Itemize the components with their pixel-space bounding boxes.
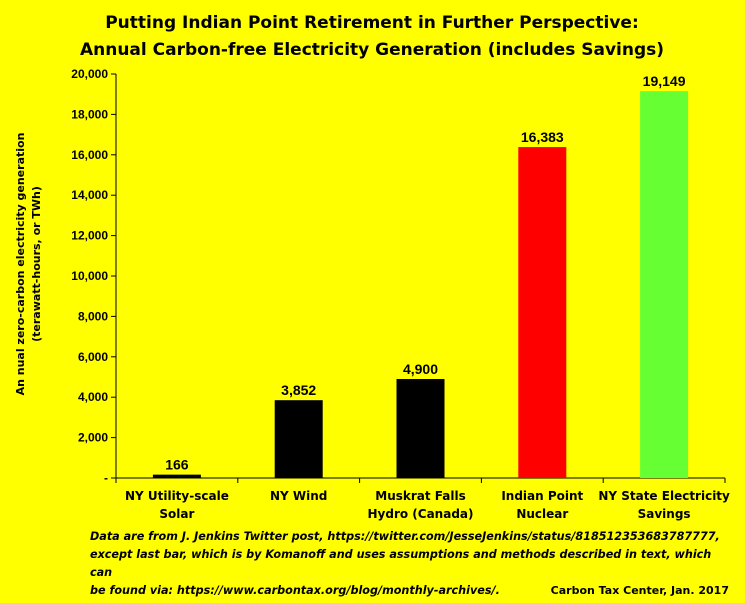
y-tick-label: 8,000 (78, 309, 108, 323)
y-tick-label: 18,000 (71, 107, 108, 121)
category-label: NY Wind (270, 489, 327, 503)
data-label: 3,852 (281, 382, 316, 398)
bar (274, 400, 323, 478)
y-tick-label: 20,000 (71, 67, 108, 81)
source-note: Data are from J. Jenkins Twitter post, h… (90, 528, 730, 600)
category-label: Hydro (Canada) (368, 507, 474, 521)
y-axis-ticks: - 2,000 4,000 6,000 8,000 10,000 12,000 14,000 1… (71, 67, 116, 485)
y-tick-label: 14,000 (71, 188, 108, 202)
y-tick-label: 12,000 (71, 229, 108, 243)
y-axis-title: An nual zero-carbon electricity generati… (14, 133, 43, 396)
y-tick-label: 4,000 (78, 390, 108, 404)
data-label: 19,149 (643, 73, 686, 89)
credit-text: Carbon Tax Center, Jan. 2017 (550, 584, 729, 597)
category-label: NY State Electricity (598, 489, 730, 503)
chart-title-line-2: Annual Carbon-free Electricity Generatio… (80, 40, 664, 60)
data-label: 4,900 (403, 361, 438, 377)
bar (640, 91, 689, 479)
category-label: Nuclear (516, 507, 568, 521)
category-label: Muskrat Falls (375, 489, 466, 503)
bar (152, 474, 201, 478)
y-tick-label: 10,000 (71, 269, 108, 283)
source-note-line-2: except last bar, which is by Komanoff an… (90, 548, 712, 579)
y-tick-label: 16,000 (71, 148, 108, 162)
category-label: Savings (638, 507, 691, 521)
category-label: Indian Point (501, 489, 583, 503)
y-tick-label: 2,000 (78, 431, 108, 445)
bar (396, 379, 445, 478)
y-tick-label: - (104, 471, 108, 485)
y-axis-title-line-1: An nual zero-carbon electricity generati… (14, 133, 27, 396)
bar (518, 147, 567, 478)
source-note-line-3: be found via: https://www.carbontax.org/… (90, 584, 500, 597)
chart-title-line-1: Putting Indian Point Retirement in Furth… (105, 13, 639, 33)
category-label: Solar (159, 507, 194, 521)
data-label: 16,383 (521, 129, 564, 145)
data-label: 166 (165, 457, 189, 473)
category-label: NY Utility-scale (125, 489, 229, 503)
y-tick-label: 6,000 (78, 350, 108, 364)
source-note-line-1: Data are from J. Jenkins Twitter post, h… (90, 530, 720, 543)
bars-group: 166 NY Utility-scale Solar 3,852 NY Wind 4,90… (115, 73, 730, 521)
y-axis-title-line-2: (terawatt-hours, or TWh) (30, 186, 43, 342)
